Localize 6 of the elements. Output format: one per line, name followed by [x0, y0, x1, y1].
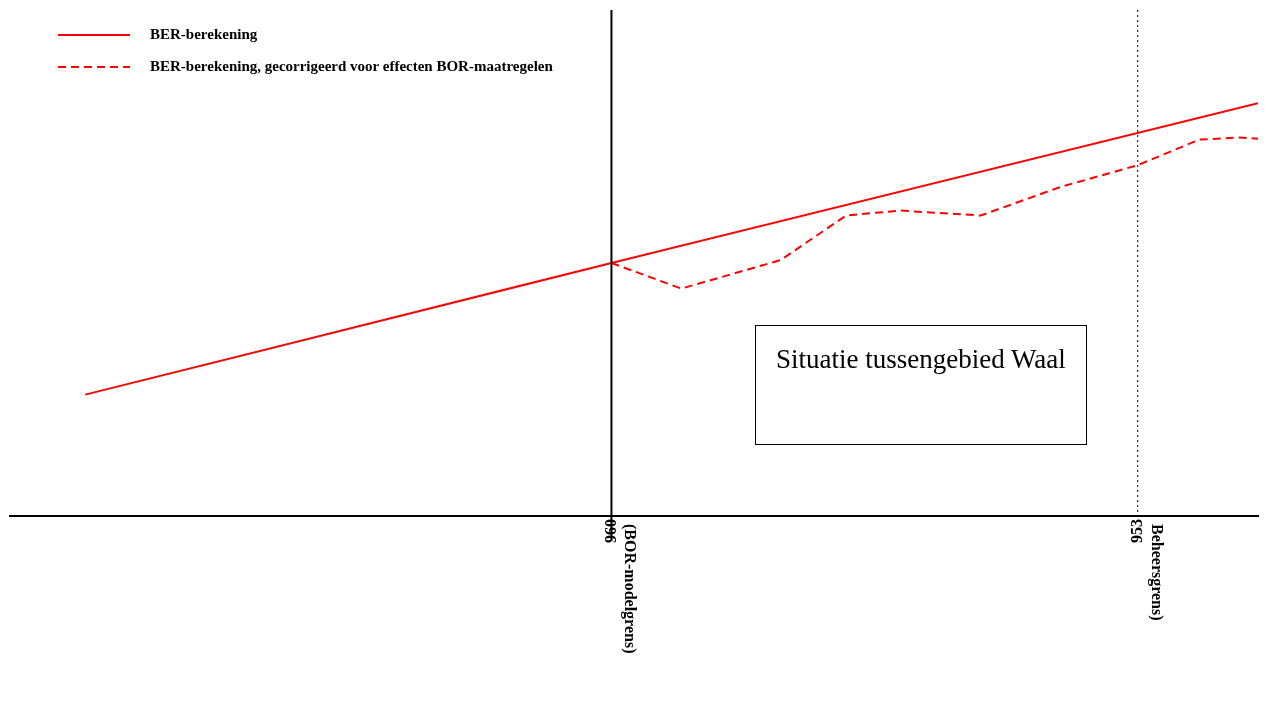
- legend-label: BER-berekening, gecorrigeerd voor effecten BOR-maatregelen: [150, 57, 554, 74]
- x-tick-label: 953: [1127, 519, 1145, 543]
- ref-line-label: (BOR-modelgrens): [621, 524, 640, 654]
- legend-label: BER-berekening: [150, 25, 258, 42]
- text-frame: Situatie tussengebied Waal: [755, 325, 1087, 445]
- ref-line-label: Beheersgrens): [1147, 524, 1166, 621]
